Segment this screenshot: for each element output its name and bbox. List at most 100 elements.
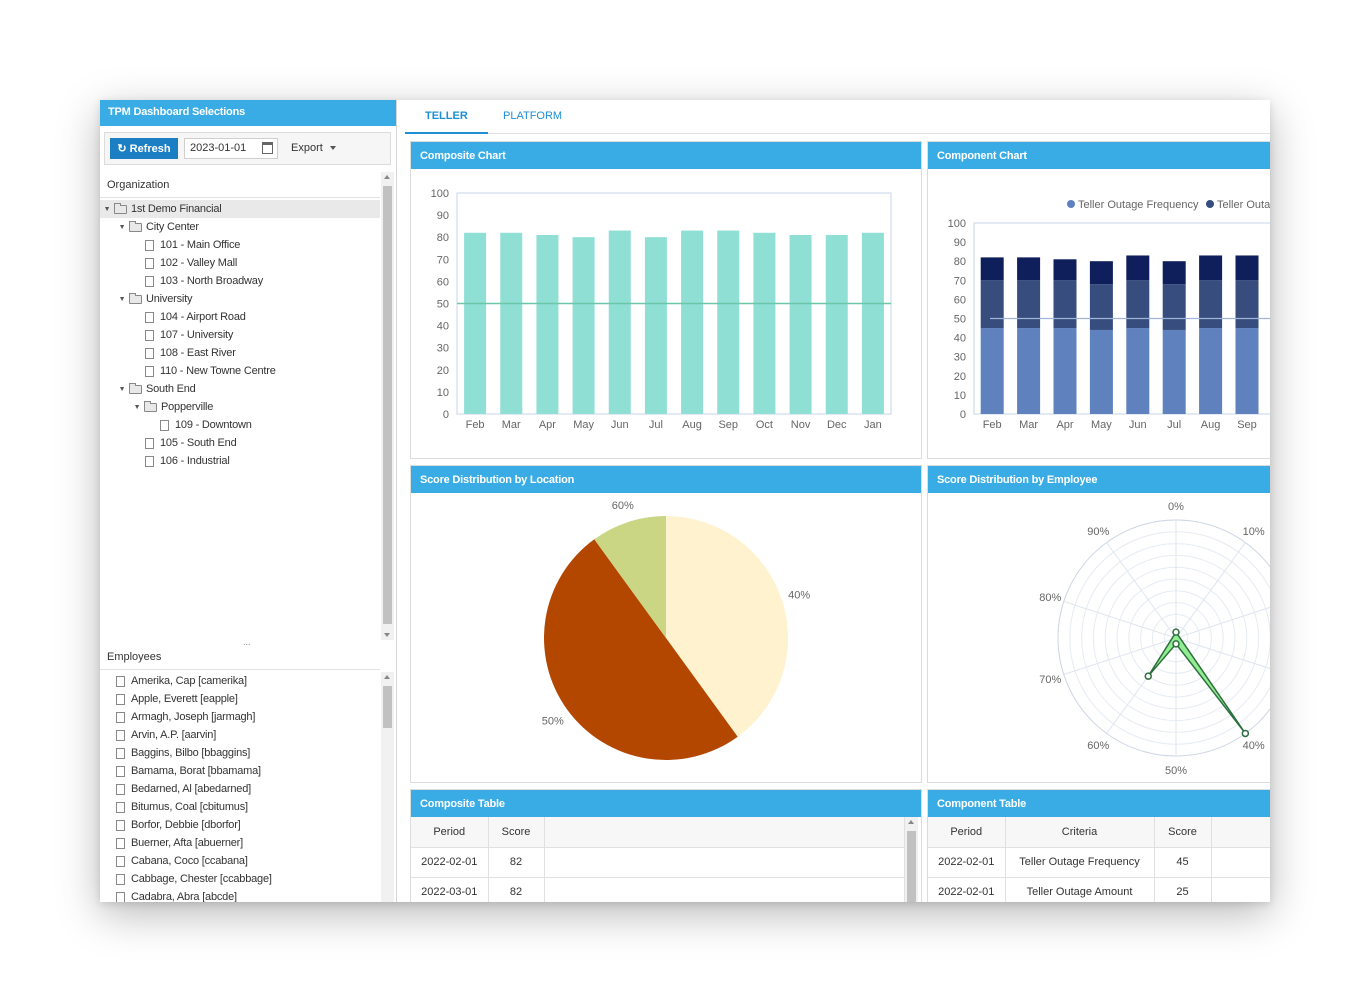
file-icon	[116, 765, 125, 777]
employee-label: Bamama, Borat [bbamama]	[131, 765, 261, 777]
y-tick-label: 90	[437, 210, 449, 222]
tree-node[interactable]: 103 - North Broadway	[100, 272, 380, 290]
list-item[interactable]: Amerika, Cap [camerika]	[100, 672, 380, 690]
tree-node[interactable]: 108 - East River	[100, 344, 380, 362]
cell-period: 2022-02-01	[928, 877, 1006, 902]
list-item[interactable]: Armagh, Joseph [jarmagh]	[100, 708, 380, 726]
list-item[interactable]: Apple, Everett [eapple]	[100, 690, 380, 708]
employee-label: Cabbage, Chester [ccabbage]	[131, 873, 272, 885]
tree-node[interactable]: 102 - Valley Mall	[100, 254, 380, 272]
table-scrollbar[interactable]	[905, 817, 918, 902]
column-header-filler	[1211, 817, 1270, 848]
table-row[interactable]: 2022-02-01 Teller Outage Amount 25	[928, 877, 1270, 902]
expand-toggle-icon[interactable]: ▼	[118, 385, 126, 393]
file-icon	[160, 419, 169, 431]
tab-teller[interactable]: TELLER	[405, 100, 488, 134]
list-item[interactable]: Cabbage, Chester [ccabbage]	[100, 870, 380, 888]
scroll-down-icon[interactable]	[384, 633, 390, 637]
employee-label: Baggins, Bilbo [bbaggins]	[131, 747, 251, 759]
expand-toggle-icon[interactable]: ▼	[103, 205, 111, 213]
component-table: Period Criteria Score 2022-02-01 Teller …	[928, 817, 1270, 902]
tree-node[interactable]: 104 - Airport Road	[100, 308, 380, 326]
table-row[interactable]: 2022-03-01 82	[411, 877, 905, 902]
y-tick-label: 30	[437, 343, 449, 355]
tree-node[interactable]: ▼ City Center	[100, 218, 380, 236]
file-icon	[116, 711, 125, 723]
x-tick-label: Mar	[1019, 419, 1038, 431]
tree-node[interactable]: 109 - Downtown	[100, 416, 380, 434]
column-header-criteria[interactable]: Criteria	[1005, 817, 1155, 848]
tree-node[interactable]: 101 - Main Office	[100, 236, 380, 254]
file-icon	[145, 329, 154, 341]
column-header-score[interactable]: Score	[1154, 817, 1212, 848]
organization-scrollbar[interactable]	[381, 172, 394, 640]
table-row[interactable]: 2022-02-01 82	[411, 847, 905, 878]
x-tick-label: May	[1091, 419, 1112, 431]
date-input[interactable]: 2023-01-01	[184, 138, 278, 159]
list-item[interactable]: Bedarned, Al [abedarned]	[100, 780, 380, 798]
radar-axis-label: 60%	[1087, 740, 1109, 752]
folder-icon	[129, 292, 142, 304]
x-tick-label: Feb	[983, 419, 1002, 431]
employees-scrollbar[interactable]	[381, 672, 394, 902]
radar-axis	[1175, 637, 1270, 670]
chevron-down-icon	[329, 146, 336, 151]
tree-node[interactable]: ▼ Popperville	[100, 398, 380, 416]
list-item[interactable]: Cabana, Coco [ccabana]	[100, 852, 380, 870]
employees-list: Amerika, Cap [camerika] Apple, Everett [e…	[100, 672, 380, 902]
calendar-icon[interactable]	[262, 142, 273, 154]
x-tick-label: Jul	[649, 419, 663, 431]
expand-toggle-icon[interactable]: ▼	[133, 403, 141, 411]
export-dropdown[interactable]: Export	[291, 142, 336, 154]
y-tick-label: 20	[954, 371, 966, 383]
bar-segment	[1162, 329, 1186, 414]
tree-node[interactable]: 110 - New Towne Centre	[100, 362, 380, 380]
y-tick-label: 10	[954, 390, 966, 402]
list-item[interactable]: Bitumus, Coal [cbitumus]	[100, 798, 380, 816]
scroll-up-icon[interactable]	[384, 675, 390, 679]
list-item[interactable]: Bamama, Borat [bbamama]	[100, 762, 380, 780]
column-header-period[interactable]: Period	[928, 817, 1006, 848]
list-item[interactable]: Baggins, Bilbo [bbaggins]	[100, 744, 380, 762]
list-item[interactable]: Buerner, Afta [abuerner]	[100, 834, 380, 852]
expand-toggle-icon[interactable]: ▼	[118, 223, 126, 231]
scroll-up-icon[interactable]	[908, 820, 914, 824]
column-header-period[interactable]: Period	[411, 817, 489, 848]
column-header-score[interactable]: Score	[488, 817, 545, 848]
scroll-thumb[interactable]	[383, 686, 392, 728]
score-location-panel: Score Distribution by Location 40% 50% 60%	[410, 465, 922, 783]
tree-node[interactable]: 105 - South End	[100, 434, 380, 452]
employee-label: Amerika, Cap [camerika]	[131, 675, 247, 687]
list-item[interactable]: Cadabra, Abra [abcde]	[100, 888, 380, 902]
bar	[500, 232, 523, 414]
cell-score: 82	[488, 847, 545, 878]
bar-segment	[980, 257, 1004, 281]
expand-toggle-icon[interactable]: ▼	[118, 295, 126, 303]
scroll-up-icon[interactable]	[384, 175, 390, 179]
file-icon	[145, 257, 154, 269]
tree-node[interactable]: ▼ University	[100, 290, 380, 308]
bar-segment	[1126, 255, 1150, 281]
tree-node[interactable]: ▼ 1st Demo Financial	[100, 200, 380, 218]
radar-axis-label: 10%	[1243, 526, 1265, 538]
employee-label: Arvin, A.P. [aarvin]	[131, 729, 217, 741]
tab-platform[interactable]: PLATFORM	[503, 110, 563, 122]
panel-title: Composite Table	[411, 790, 921, 817]
tree-node[interactable]: 107 - University	[100, 326, 380, 344]
panel-splitter[interactable]: ...	[243, 637, 251, 647]
scroll-thumb[interactable]	[383, 186, 392, 624]
folder-icon	[114, 202, 127, 214]
refresh-icon: ↻	[117, 143, 127, 155]
tree-node-label: 101 - Main Office	[160, 239, 241, 251]
tree-node-label: 103 - North Broadway	[160, 275, 263, 287]
pie-slice	[666, 516, 788, 737]
tree-node[interactable]: ▼ South End	[100, 380, 380, 398]
scroll-thumb[interactable]	[907, 831, 916, 902]
tree-node[interactable]: 106 - Industrial	[100, 452, 380, 470]
table-row[interactable]: 2022-02-01 Teller Outage Frequency 45	[928, 847, 1270, 878]
refresh-button[interactable]: ↻ Refresh	[110, 138, 178, 159]
bar-segment	[1199, 255, 1223, 281]
list-item[interactable]: Arvin, A.P. [aarvin]	[100, 726, 380, 744]
bar-segment	[1017, 257, 1041, 281]
list-item[interactable]: Borfor, Debbie [dborfor]	[100, 816, 380, 834]
